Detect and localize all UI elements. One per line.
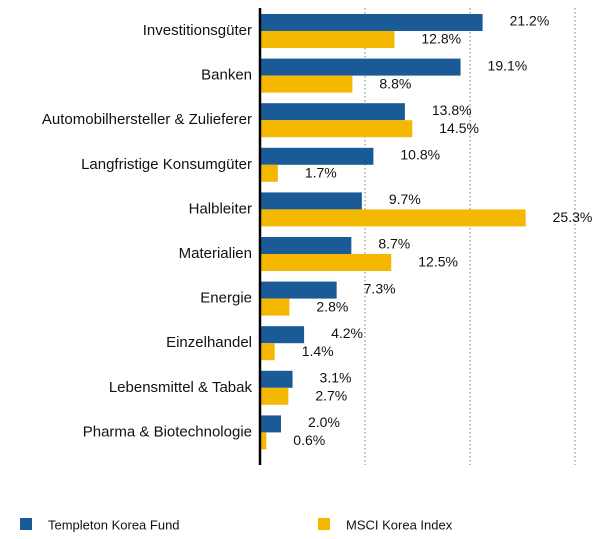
value-label: 19.1% [488,57,528,73]
bar [260,281,337,299]
value-label: 13.8% [432,102,472,118]
value-label: 12.5% [418,254,458,270]
category-label: Einzelhandel [166,334,252,351]
category-label: Banken [201,67,252,84]
value-label: 1.4% [302,343,334,359]
value-label: 2.7% [315,388,347,404]
bar [260,387,289,405]
value-label: 4.2% [331,325,363,341]
value-label: 7.3% [364,280,396,296]
bar [260,147,374,165]
category-label: Investitionsgüter [143,22,252,39]
value-label: 8.7% [378,236,410,252]
bar [260,254,392,271]
bar [260,58,461,76]
bar [260,164,278,182]
bar [260,298,290,316]
category-label: Materialien [179,245,252,262]
value-label: 1.7% [305,165,337,181]
bar [260,432,267,450]
bar [260,415,281,433]
value-label: 0.6% [293,432,325,448]
value-label: 10.8% [400,147,440,163]
value-label: 25.3% [553,209,593,225]
bar [260,209,526,227]
value-label: 8.8% [379,75,411,91]
legend-swatch [318,518,330,530]
bar [260,343,275,361]
value-label: 14.5% [439,120,479,136]
bar [260,31,395,48]
value-label: 2.8% [316,298,348,314]
category-label: Halbleiter [189,200,252,217]
category-label: Pharma & Biotechnologie [83,423,252,440]
category-label: Lebensmittel & Tabak [109,379,253,396]
legend-label: MSCI Korea Index [346,517,453,532]
legend-swatch [20,518,32,530]
bar [260,103,405,121]
bar [260,237,352,254]
bar [260,370,293,388]
category-label: Automobilhersteller & Zulieferer [42,111,252,128]
bar [260,326,305,344]
category-label: Energie [200,290,252,307]
bar [260,14,483,31]
bar [260,120,413,138]
value-label: 12.8% [421,31,461,47]
value-label: 21.2% [510,13,550,29]
legend-label: Templeton Korea Fund [48,517,180,532]
value-label: 9.7% [389,191,421,207]
value-label: 3.1% [320,370,352,386]
bar [260,75,353,93]
category-label: Langfristige Konsumgüter [81,156,252,173]
bar [260,192,362,210]
value-label: 2.0% [308,414,340,430]
